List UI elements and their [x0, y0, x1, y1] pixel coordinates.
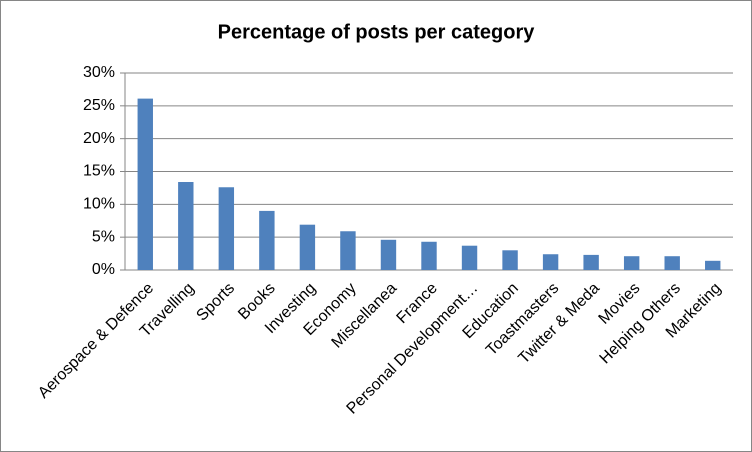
bar	[380, 239, 397, 270]
bar	[583, 254, 599, 270]
y-tick-label: 15%	[83, 163, 115, 180]
bar	[178, 182, 194, 270]
bar	[340, 231, 356, 270]
y-tick-label: 0%	[92, 261, 115, 278]
bar	[623, 256, 640, 270]
bar	[705, 260, 721, 270]
bar	[299, 224, 316, 270]
y-tick-label: 20%	[83, 130, 115, 147]
bar	[137, 98, 153, 270]
y-tick-label: 10%	[83, 196, 115, 213]
bar	[542, 254, 559, 270]
bar	[502, 250, 518, 270]
y-tick-label: 25%	[83, 97, 115, 114]
bar	[421, 241, 437, 270]
y-tick-label: 30%	[83, 64, 115, 81]
bar	[664, 256, 680, 270]
y-tick-label: 5%	[92, 228, 115, 245]
bar	[461, 245, 478, 270]
bar	[259, 210, 275, 270]
bar	[218, 187, 235, 270]
chart-title: Percentage of posts per category	[218, 21, 536, 43]
